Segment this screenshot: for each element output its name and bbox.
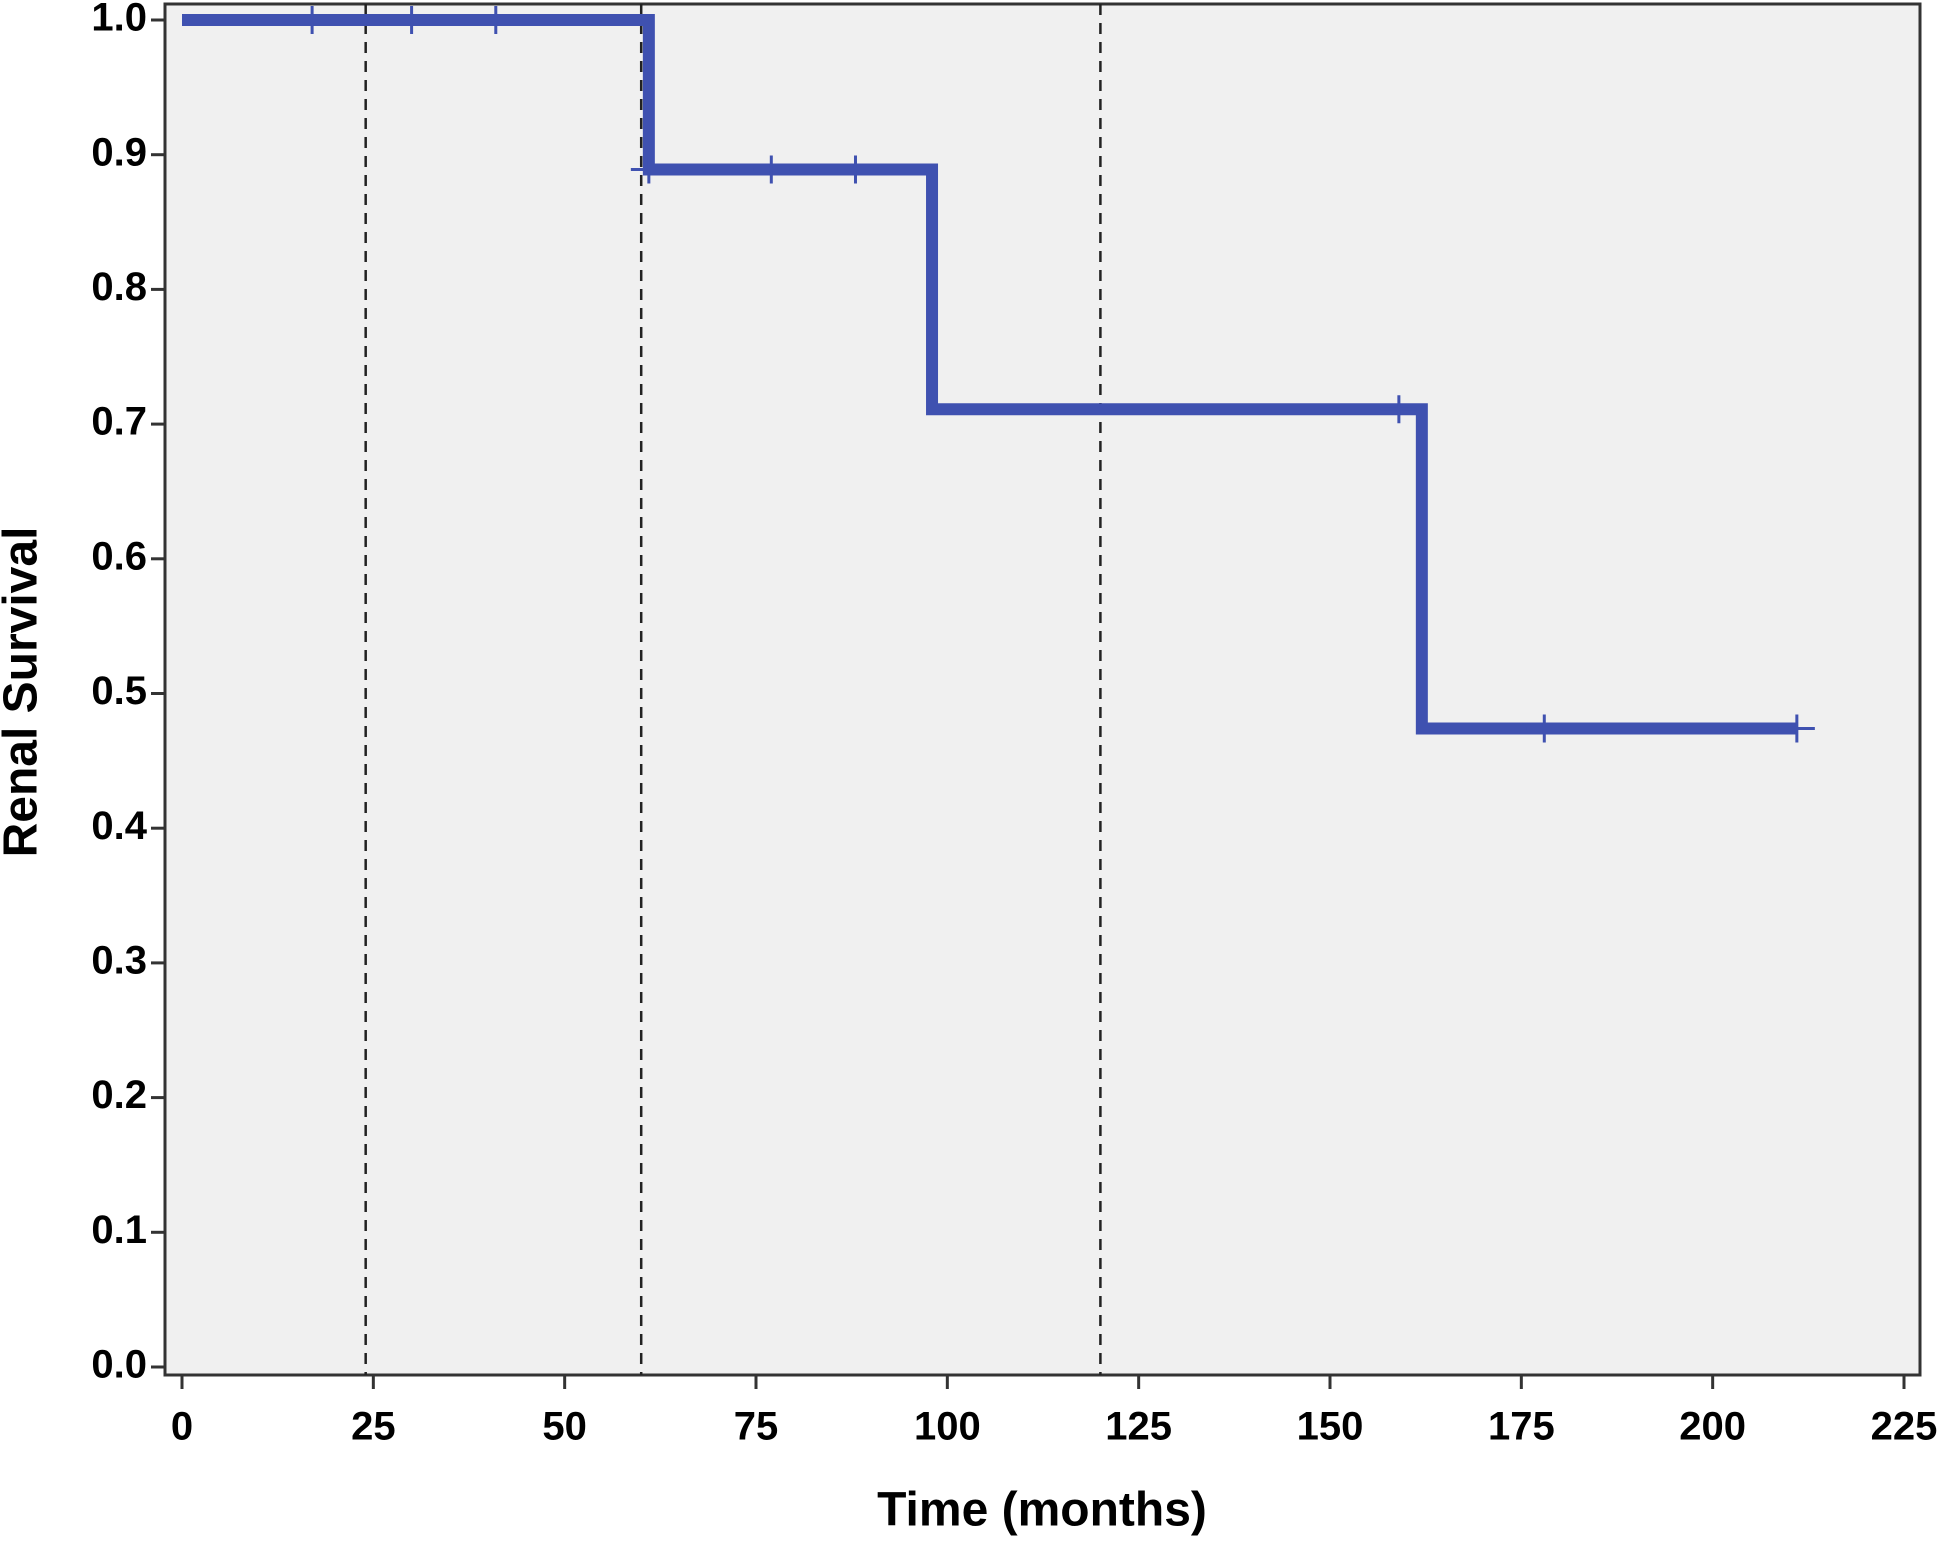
censor-mark <box>294 6 331 34</box>
x-tick-label: 0 <box>171 1405 193 1449</box>
x-tick-label: 225 <box>1871 1405 1938 1449</box>
censor-mark <box>1778 714 1815 743</box>
y-tick-label: 1.0 <box>91 0 147 40</box>
x-tick-label: 25 <box>351 1405 396 1449</box>
censor-mark <box>753 155 790 184</box>
censor-mark <box>393 6 430 34</box>
censor-mark <box>1380 395 1417 424</box>
x-tick-label: 75 <box>734 1405 779 1449</box>
censor-mark <box>477 6 514 34</box>
x-tick-label: 200 <box>1679 1405 1746 1449</box>
y-tick-label: 0.9 <box>91 130 147 174</box>
y-tick-label: 0.1 <box>91 1208 147 1252</box>
x-tick-label: 175 <box>1488 1405 1555 1449</box>
x-tick-label: 50 <box>542 1405 587 1449</box>
y-tick-label: 0.8 <box>91 265 147 309</box>
y-tick-label: 0.4 <box>91 804 147 848</box>
y-tick-label: 0.6 <box>91 534 147 578</box>
plot-background <box>163 2 1922 1377</box>
censor-mark <box>630 155 667 184</box>
y-tick-label: 0.5 <box>91 669 147 713</box>
y-axis-title: Renal Survival <box>0 527 48 858</box>
x-axis-title: Time (months) <box>877 1484 1207 1537</box>
y-tick-label: 0.7 <box>91 400 147 444</box>
censor-mark <box>837 155 874 184</box>
y-tick-label: 0.2 <box>91 1073 147 1117</box>
censor-mark <box>1526 714 1563 743</box>
x-tick-label: 100 <box>914 1405 981 1449</box>
x-tick-label: 150 <box>1297 1405 1364 1449</box>
y-tick-label: 0.0 <box>91 1343 147 1387</box>
survival-curve <box>182 14 1797 735</box>
y-tick-label: 0.3 <box>91 938 147 982</box>
x-tick-label: 125 <box>1105 1405 1172 1449</box>
